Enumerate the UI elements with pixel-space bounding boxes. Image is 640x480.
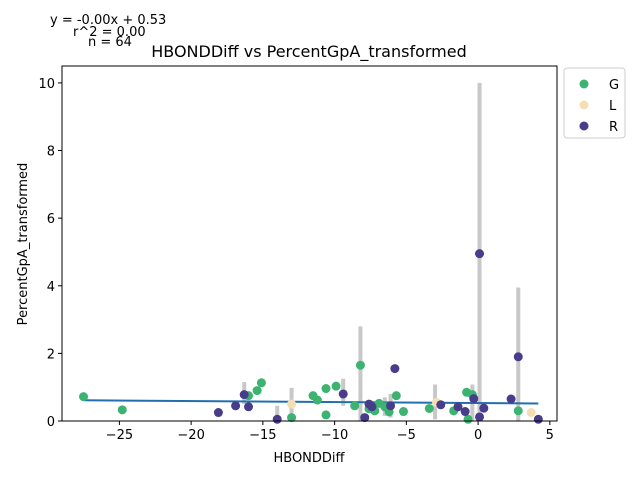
data-point-R xyxy=(479,403,489,413)
data-point-R xyxy=(469,394,479,404)
y-axis-label: PercentGpA_transformed xyxy=(16,163,31,326)
chart-title: HBONDDiff vs PercentGpA_transformed xyxy=(151,42,467,62)
x-axis-label: HBONDDiff xyxy=(273,451,345,466)
data-point-L xyxy=(287,399,297,409)
y-tick-label: 6 xyxy=(47,212,55,227)
data-point-R xyxy=(533,414,543,424)
plot-area xyxy=(79,82,543,424)
legend-label-G: G xyxy=(609,78,619,93)
data-point-R xyxy=(513,352,523,362)
x-tick-label: −5 xyxy=(397,428,416,443)
data-point-R xyxy=(475,249,485,259)
legend-marker-R xyxy=(579,121,589,131)
legend-label-L: L xyxy=(609,99,617,114)
data-point-G xyxy=(321,410,331,420)
regression-equation: y = -0.00x + 0.53 xyxy=(50,13,167,28)
data-point-R xyxy=(390,364,400,374)
data-point-R xyxy=(367,402,377,412)
data-point-G xyxy=(331,381,341,391)
legend-box xyxy=(563,67,626,139)
data-point-L xyxy=(526,408,536,418)
data-point-R xyxy=(231,401,241,411)
x-tick-label: 5 xyxy=(546,428,554,443)
data-point-R xyxy=(453,402,463,412)
r-squared-label: r^2 = 0.00 xyxy=(73,25,146,40)
y-tick-label: 8 xyxy=(47,145,55,160)
y-tick-label: 0 xyxy=(47,415,55,430)
data-point-G xyxy=(350,401,360,411)
data-point-G xyxy=(117,405,127,415)
data-point-G xyxy=(79,392,89,402)
data-point-R xyxy=(272,414,282,424)
data-point-G xyxy=(391,391,401,401)
y-axis: 0 2 4 6 8 10 xyxy=(38,77,62,430)
data-point-G xyxy=(398,407,408,417)
data-point-G xyxy=(252,386,262,396)
data-point-G xyxy=(312,395,322,405)
x-tick-label: 0 xyxy=(474,428,482,443)
data-point-R xyxy=(475,412,485,422)
axes-frame xyxy=(61,65,558,422)
data-point-G xyxy=(463,414,473,424)
legend-marker-L xyxy=(579,100,589,110)
y-tick-label: 4 xyxy=(47,280,55,295)
x-tick-label: −15 xyxy=(249,428,276,443)
data-point-G xyxy=(424,403,434,413)
data-point-G xyxy=(321,384,331,394)
x-tick-label: −20 xyxy=(177,428,204,443)
x-tick-label: −25 xyxy=(106,428,133,443)
x-axis: −25 −20 −15 −10 −5 0 5 xyxy=(106,421,554,443)
data-point-R xyxy=(460,407,470,417)
data-point-G xyxy=(513,406,523,416)
data-point-R xyxy=(213,408,223,418)
legend-marker-G xyxy=(579,79,589,89)
data-point-R xyxy=(338,389,348,399)
x-tick-label: −10 xyxy=(321,428,348,443)
data-point-R xyxy=(436,400,446,410)
y-tick-label: 10 xyxy=(38,77,55,92)
legend: GLR xyxy=(563,67,626,139)
data-point-R xyxy=(244,402,254,412)
data-point-R xyxy=(506,394,516,404)
y-tick-label: 2 xyxy=(47,347,55,362)
regression-line xyxy=(83,399,539,405)
legend-label-R: R xyxy=(609,120,618,135)
sample-size-label: n = 64 xyxy=(88,35,132,50)
data-point-G xyxy=(355,360,365,370)
data-point-G xyxy=(287,413,297,423)
data-point-R xyxy=(239,390,249,400)
data-point-R xyxy=(386,401,396,411)
data-point-G xyxy=(256,378,266,388)
data-point-R xyxy=(360,413,370,423)
